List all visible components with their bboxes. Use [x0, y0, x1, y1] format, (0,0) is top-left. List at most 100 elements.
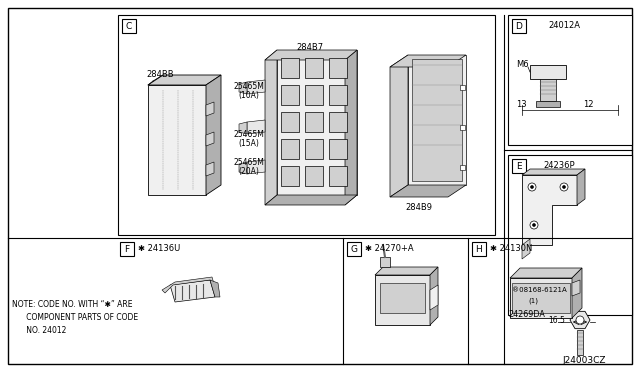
- Text: E: E: [516, 161, 522, 170]
- Polygon shape: [265, 50, 357, 60]
- Polygon shape: [206, 75, 221, 195]
- Polygon shape: [380, 257, 390, 267]
- Bar: [281, 85, 299, 105]
- Bar: [305, 58, 323, 78]
- Polygon shape: [239, 82, 247, 94]
- Bar: [512, 283, 570, 313]
- Bar: [329, 112, 347, 132]
- Bar: [118, 15, 495, 235]
- Bar: [281, 112, 299, 132]
- Polygon shape: [247, 120, 265, 134]
- Text: 12: 12: [583, 100, 593, 109]
- Polygon shape: [390, 185, 466, 197]
- Polygon shape: [148, 75, 221, 85]
- Polygon shape: [170, 280, 215, 302]
- Bar: [281, 58, 299, 78]
- Bar: [305, 85, 323, 105]
- Text: ✱ 24270+A: ✱ 24270+A: [365, 244, 413, 253]
- Text: (10A): (10A): [238, 91, 259, 100]
- Text: 16.5: 16.5: [548, 316, 565, 325]
- Polygon shape: [345, 50, 357, 205]
- Polygon shape: [522, 239, 530, 259]
- Bar: [305, 139, 323, 159]
- Polygon shape: [247, 160, 265, 174]
- Text: ✱ 24130N: ✱ 24130N: [490, 244, 532, 253]
- Bar: [329, 58, 347, 78]
- Polygon shape: [239, 122, 247, 134]
- Text: 25465M: 25465M: [233, 82, 264, 91]
- Polygon shape: [375, 267, 438, 275]
- Polygon shape: [390, 55, 408, 197]
- Circle shape: [531, 186, 534, 189]
- Bar: [460, 165, 465, 170]
- Polygon shape: [206, 132, 214, 146]
- Polygon shape: [148, 85, 206, 195]
- Bar: [512, 159, 526, 173]
- Text: 13: 13: [516, 100, 527, 109]
- Bar: [508, 15, 632, 145]
- Text: (1): (1): [528, 297, 538, 304]
- Polygon shape: [522, 175, 577, 245]
- Bar: [536, 101, 560, 107]
- Polygon shape: [430, 285, 438, 310]
- Bar: [329, 139, 347, 159]
- Circle shape: [532, 224, 536, 227]
- Text: ✱ 24136U: ✱ 24136U: [138, 244, 180, 253]
- Polygon shape: [265, 195, 357, 205]
- Circle shape: [528, 183, 536, 191]
- Text: 24012A: 24012A: [548, 21, 580, 30]
- Text: M6: M6: [516, 60, 529, 69]
- Polygon shape: [430, 267, 438, 325]
- Polygon shape: [510, 268, 582, 278]
- Bar: [329, 85, 347, 105]
- Circle shape: [576, 316, 584, 324]
- Text: (20A): (20A): [238, 167, 259, 176]
- Bar: [122, 19, 136, 33]
- Text: 25465M: 25465M: [233, 158, 264, 167]
- Circle shape: [563, 186, 566, 189]
- Text: 284BB: 284BB: [146, 70, 173, 79]
- Bar: [412, 59, 462, 181]
- Polygon shape: [390, 55, 466, 67]
- Polygon shape: [277, 50, 357, 195]
- Polygon shape: [522, 169, 585, 175]
- Text: 24269DA: 24269DA: [508, 310, 545, 319]
- Bar: [305, 166, 323, 186]
- Polygon shape: [247, 80, 265, 94]
- Bar: [577, 330, 583, 355]
- Polygon shape: [510, 278, 572, 318]
- Bar: [460, 85, 465, 90]
- Text: G: G: [351, 244, 358, 253]
- Text: H: H: [476, 244, 483, 253]
- Polygon shape: [206, 102, 214, 116]
- Bar: [281, 166, 299, 186]
- Text: F: F: [124, 244, 129, 253]
- Polygon shape: [210, 280, 220, 297]
- Bar: [540, 79, 556, 101]
- Text: (15A): (15A): [238, 139, 259, 148]
- Text: C: C: [126, 22, 132, 31]
- Polygon shape: [162, 277, 215, 293]
- Polygon shape: [206, 162, 214, 176]
- Circle shape: [560, 183, 568, 191]
- Polygon shape: [572, 268, 582, 318]
- Polygon shape: [572, 280, 580, 296]
- Text: J24003CZ: J24003CZ: [562, 356, 605, 365]
- Text: 284B9: 284B9: [405, 203, 432, 212]
- Bar: [305, 112, 323, 132]
- Bar: [512, 19, 526, 33]
- Bar: [329, 166, 347, 186]
- Polygon shape: [577, 169, 585, 205]
- Polygon shape: [375, 275, 430, 325]
- Bar: [347, 242, 361, 256]
- Bar: [281, 139, 299, 159]
- Bar: [460, 125, 465, 130]
- Text: ®08168-6121A: ®08168-6121A: [512, 287, 567, 293]
- Polygon shape: [570, 311, 590, 328]
- Circle shape: [530, 221, 538, 229]
- Polygon shape: [408, 55, 466, 185]
- Text: 284B7: 284B7: [296, 43, 323, 52]
- Polygon shape: [265, 50, 277, 205]
- Text: D: D: [516, 22, 522, 31]
- Bar: [472, 242, 486, 256]
